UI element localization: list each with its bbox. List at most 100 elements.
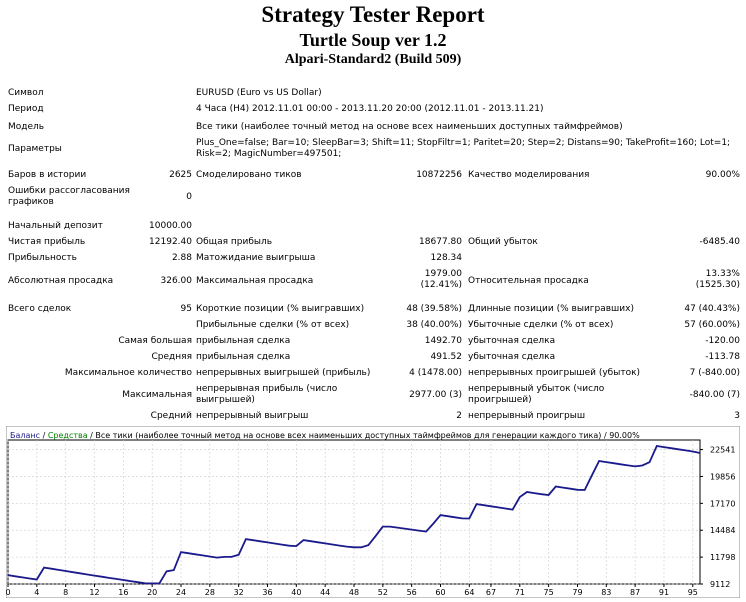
maximum-count-label: Максимальное количество bbox=[64, 368, 192, 378]
expected-payoff-label: Матожидание выигрыша bbox=[196, 253, 316, 263]
loss-trades-value: 57 (60.00%) bbox=[684, 320, 740, 330]
ticks-label: Смоделировано тиков bbox=[196, 170, 302, 180]
x-tick-label: 75 bbox=[544, 588, 554, 597]
consecutive-losses-label: непрерывных проигрышей (убыток) bbox=[468, 368, 641, 378]
period-label: Период bbox=[8, 104, 44, 114]
y-tick-label: 19856 bbox=[710, 472, 735, 481]
x-tick-label: 95 bbox=[688, 588, 698, 597]
gross-loss-value: -6485.40 bbox=[699, 237, 740, 247]
loss-trades-label: Убыточные сделки (% от всех) bbox=[468, 320, 614, 330]
avg-consecutive-wins-label: непрерывный выигрыш bbox=[196, 411, 309, 421]
chart-frame bbox=[6, 426, 740, 598]
quality-label: Качество моделирования bbox=[468, 170, 590, 180]
quality-value: 90.00% bbox=[705, 170, 740, 180]
symbol-value: EURUSD (Euro vs US Dollar) bbox=[196, 88, 322, 98]
x-tick-label: 79 bbox=[572, 588, 582, 597]
max-drawdown-value: 1979.00 bbox=[424, 269, 462, 279]
chart-legend: Баланс / Средства / Все тики (наиболее т… bbox=[10, 431, 640, 440]
total-trades-value: 95 bbox=[180, 304, 192, 314]
report-title: Strategy Tester Report bbox=[261, 2, 485, 27]
report-subtitle: Turtle Soup ver 1.2 bbox=[299, 30, 447, 50]
average-profit-label: прибыльная сделка bbox=[196, 352, 291, 362]
legend-separator: / bbox=[40, 431, 48, 440]
gross-profit-label: Общая прибыль bbox=[196, 237, 273, 247]
total-trades-label: Всего сделок bbox=[8, 304, 72, 314]
params-value: Plus_One=false; Bar=10; SleepBar=3; Shif… bbox=[196, 138, 731, 159]
y-tick-label: 17170 bbox=[710, 499, 735, 508]
x-tick-label: 44 bbox=[320, 588, 330, 597]
params-label: Параметры bbox=[8, 144, 62, 154]
gross-profit-value: 18677.80 bbox=[419, 237, 462, 247]
avg-consecutive-losses-value: 3 bbox=[734, 411, 740, 421]
consecutive-losses-value: 7 (-840.00) bbox=[689, 368, 740, 378]
consecutive-profit-value: 2977.00 (3) bbox=[409, 390, 462, 400]
ticks-value: 10872256 bbox=[416, 170, 462, 180]
short-positions-value: 48 (39.58%) bbox=[406, 304, 462, 314]
consecutive-loss-label: непрерывный убыток (число проигрышей) bbox=[468, 384, 605, 405]
x-tick-label: 4 bbox=[34, 588, 39, 597]
long-positions-value: 47 (40.43%) bbox=[684, 304, 740, 314]
expected-payoff-value: 128.34 bbox=[430, 253, 463, 263]
x-tick-label: 24 bbox=[176, 588, 186, 597]
consecutive-wins-value: 4 (1478.00) bbox=[409, 368, 462, 378]
absolute-drawdown-label: Абсолютная просадка bbox=[8, 276, 114, 286]
x-tick-label: 60 bbox=[435, 588, 445, 597]
maximal-label: Максимальная bbox=[122, 390, 192, 400]
x-tick-label: 87 bbox=[630, 588, 640, 597]
model-value: Все тики (наиболее точный метод на основ… bbox=[196, 122, 623, 132]
profit-factor-value: 2.88 bbox=[171, 253, 192, 263]
y-tick-label: 14484 bbox=[710, 526, 735, 535]
balance-chart: Баланс / Средства / Все тики (наиболее т… bbox=[6, 426, 740, 598]
y-tick-label: 22541 bbox=[710, 446, 735, 455]
x-tick-label: 64 bbox=[464, 588, 474, 597]
x-tick-label: 8 bbox=[63, 588, 68, 597]
largest-profit-label: прибыльная сделка bbox=[196, 336, 291, 346]
absolute-drawdown-value: 326.00 bbox=[160, 276, 193, 286]
largest-profit-value: 1492.70 bbox=[424, 336, 462, 346]
period-value: 4 Часа (H4) 2012.11.01 00:00 - 2013.11.2… bbox=[196, 104, 544, 114]
x-tick-label: 32 bbox=[234, 588, 244, 597]
consecutive-loss-value: -840.00 (7) bbox=[689, 390, 740, 400]
profit-trades-label: Прибыльные сделки (% от всех) bbox=[196, 320, 350, 330]
net-profit-value: 12192.40 bbox=[149, 237, 192, 247]
x-tick-label: 52 bbox=[378, 588, 388, 597]
x-tick-label: 20 bbox=[147, 588, 157, 597]
average-loss-value: -113.78 bbox=[705, 352, 740, 362]
legend-rest: / Все тики (наиболее точный метод на осн… bbox=[88, 431, 640, 440]
x-tick-label: 12 bbox=[89, 588, 99, 597]
bars-value: 2625 bbox=[169, 170, 192, 180]
avg-consecutive-wins-value: 2 bbox=[456, 411, 462, 421]
deposit-value: 10000.00 bbox=[149, 221, 192, 231]
y-tick-label: 9112 bbox=[710, 580, 730, 589]
x-tick-label: 40 bbox=[291, 588, 301, 597]
balance-series-line bbox=[7, 445, 701, 585]
relative-drawdown-label: Относительная просадка bbox=[468, 276, 589, 286]
x-tick-label: 0 bbox=[6, 588, 11, 597]
net-profit-label: Чистая прибыль bbox=[8, 237, 86, 247]
x-tick-label: 28 bbox=[205, 588, 215, 597]
largest-label: Самая большая bbox=[118, 336, 192, 346]
largest-loss-value: -120.00 bbox=[705, 336, 740, 346]
deposit-label: Начальный депозит bbox=[8, 221, 103, 231]
consecutive-wins-label: непрерывных выигрышей (прибыль) bbox=[196, 368, 371, 378]
x-tick-label: 48 bbox=[349, 588, 359, 597]
max-drawdown-percent: (12.41%) bbox=[420, 280, 462, 290]
x-tick-label: 16 bbox=[118, 588, 128, 597]
errors-label: Ошибки рассогласования графиков bbox=[8, 186, 130, 207]
x-tick-label: 36 bbox=[262, 588, 272, 597]
legend-balance: Баланс bbox=[10, 431, 40, 440]
symbol-label: Символ bbox=[8, 88, 44, 98]
avg-consecutive-losses-label: непрерывный проигрыш bbox=[468, 411, 586, 421]
average-profit-value: 491.52 bbox=[430, 352, 463, 362]
average-loss-label: убыточная сделка bbox=[468, 352, 556, 362]
x-tick-label: 83 bbox=[601, 588, 611, 597]
bars-label: Баров в истории bbox=[8, 170, 87, 180]
x-tick-label: 91 bbox=[659, 588, 669, 597]
gross-loss-label: Общий убыток bbox=[468, 237, 538, 247]
consecutive-profit-label: непрерывная прибыль (число выигрышей) bbox=[196, 384, 338, 405]
relative-drawdown-percent: 13.33% bbox=[705, 269, 740, 279]
long-positions-label: Длинные позиции (% выигравших) bbox=[468, 304, 634, 314]
x-tick-label: 71 bbox=[515, 588, 525, 597]
x-tick-label: 56 bbox=[407, 588, 417, 597]
errors-value: 0 bbox=[186, 192, 192, 202]
